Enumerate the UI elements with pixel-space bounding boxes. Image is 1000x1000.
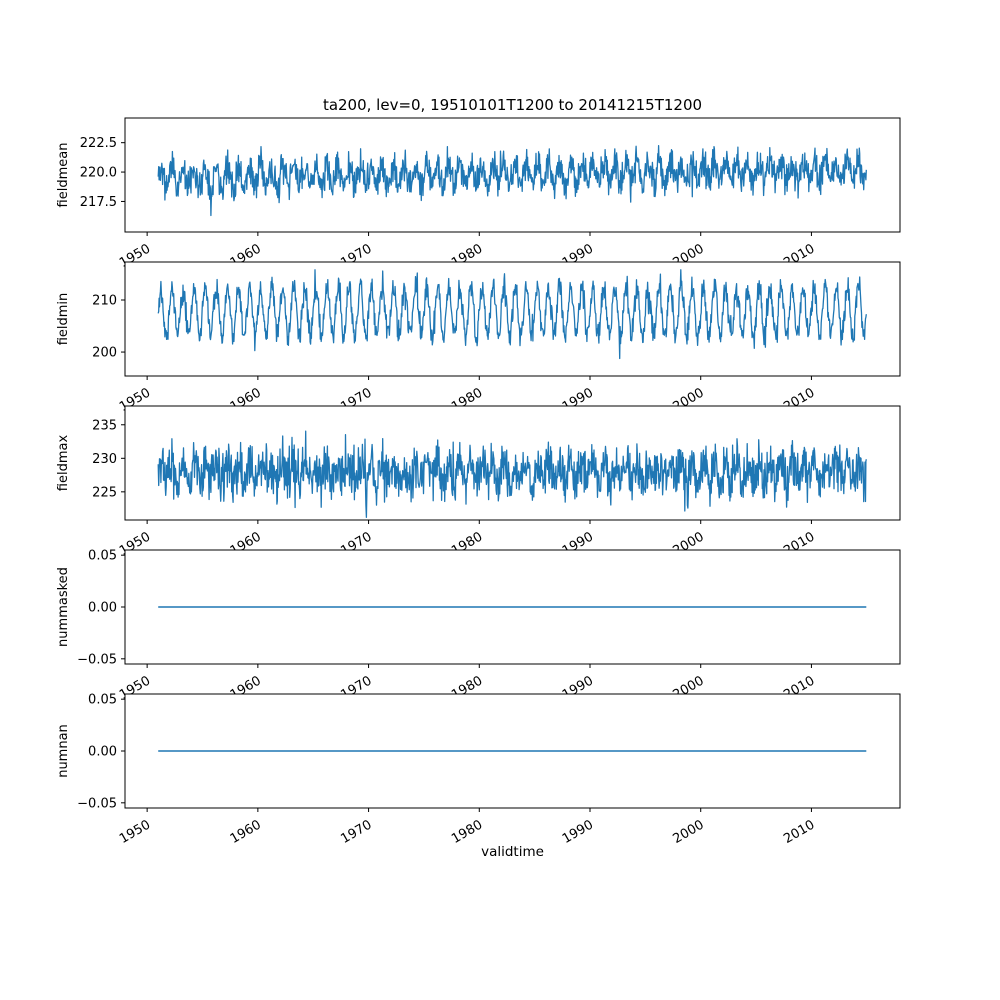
x-tick-label: 2000 <box>671 817 707 847</box>
x-tick-label: 2010 <box>781 817 817 847</box>
y-axis-label-fieldmean: fieldmean <box>56 143 71 208</box>
y-tick-label: 0.00 <box>88 601 117 616</box>
series-line-fieldmax <box>157 430 867 518</box>
y-axis-label-nummasked: nummasked <box>56 567 71 647</box>
y-axis-label-numnan: numnan <box>56 724 71 778</box>
y-tick-label: 235 <box>92 418 117 433</box>
x-tick-label: 1980 <box>449 817 485 847</box>
y-tick-label: −0.05 <box>77 796 117 811</box>
y-tick-label: 0.05 <box>88 549 117 564</box>
x-tick-label: 1970 <box>338 817 374 847</box>
series-line-fieldmin <box>157 269 867 360</box>
y-tick-label: 0.05 <box>88 693 117 708</box>
y-tick-label: 217.5 <box>80 195 117 210</box>
y-tick-label: 220.0 <box>80 166 117 181</box>
x-axis-label: validtime <box>481 844 544 860</box>
y-tick-label: 210 <box>92 294 117 309</box>
y-tick-label: −0.05 <box>77 652 117 667</box>
chart-title: ta200, lev=0, 19510101T1200 to 20141215T… <box>322 96 703 114</box>
y-axis-label-fieldmin: fieldmin <box>56 293 71 346</box>
axes-frame <box>124 261 901 377</box>
x-tick-label: 1960 <box>228 817 264 847</box>
y-tick-label: 222.5 <box>80 136 117 151</box>
y-tick-label: 230 <box>92 452 117 467</box>
axes-frame <box>124 405 901 521</box>
y-tick-label: 225 <box>92 485 117 500</box>
y-tick-label: 200 <box>92 346 117 361</box>
axes-frame <box>124 117 901 233</box>
y-axis-label-fieldmax: fieldmax <box>56 435 71 492</box>
series-line-fieldmean <box>157 145 867 217</box>
x-tick-label: 1950 <box>117 817 153 847</box>
y-tick-label: 0.00 <box>88 745 117 760</box>
x-tick-label: 1990 <box>560 817 596 847</box>
